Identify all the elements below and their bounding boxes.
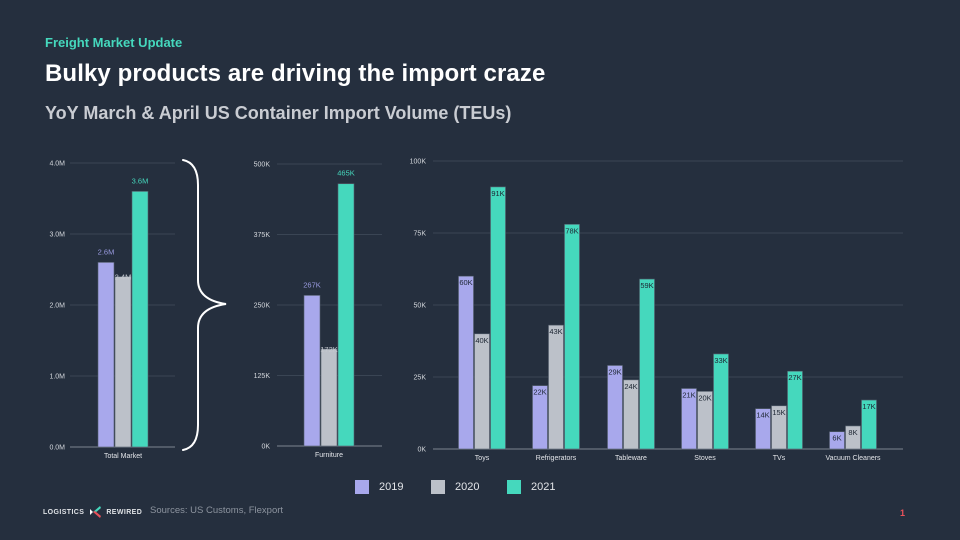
legend-item-2020: 2020 xyxy=(431,480,507,494)
bar-refrigerators-2019 xyxy=(532,385,548,450)
logo-mark-icon xyxy=(90,506,102,518)
sources-note: Sources: US Customs, Flexport xyxy=(150,505,284,516)
bar-furniture-2019 xyxy=(303,295,321,447)
x-category-label: Total Market xyxy=(104,453,142,460)
y-tick-label: 0.0M xyxy=(49,445,65,452)
y-tick-label: 250K xyxy=(254,303,271,310)
bar-value-label: 24K xyxy=(624,382,637,391)
x-category-label: Toys xyxy=(475,455,490,462)
bar-value-label: 20K xyxy=(698,393,711,402)
bar-vacuum-cleaners-2021 xyxy=(861,399,877,450)
bar-stoves-2019 xyxy=(681,388,697,450)
curly-brace-icon xyxy=(182,159,227,451)
bar-value-label: 15K xyxy=(772,408,785,417)
y-tick-label: 375K xyxy=(254,232,271,239)
y-tick-label: 125K xyxy=(254,373,271,380)
bar-toys-2020 xyxy=(474,333,490,450)
bar-value-label: 2.6M xyxy=(98,247,115,256)
y-tick-label: 50K xyxy=(414,303,427,310)
page-number: 1 xyxy=(900,508,906,518)
y-tick-label: 0K xyxy=(417,447,426,454)
bar-refrigerators-2020 xyxy=(548,324,564,450)
y-tick-label: 0K xyxy=(261,444,270,451)
legend-swatch-2021 xyxy=(507,480,521,494)
legend: 2019 2020 2021 xyxy=(355,480,583,494)
legend-item-2021: 2021 xyxy=(507,480,583,494)
legend-swatch-2020 xyxy=(431,480,445,494)
y-tick-label: 75K xyxy=(414,231,427,238)
product-categories-chart: 0K 25K 50K 75K 100K 60K 40K 91K Toys 22K 43K 78K Ref… xyxy=(410,159,903,462)
bar-stoves-2020 xyxy=(697,391,713,450)
bar-value-label: 2.4M xyxy=(115,273,132,282)
bar-value-label: 27K xyxy=(788,373,801,382)
legend-label: 2019 xyxy=(379,481,404,493)
bar-value-label: 22K xyxy=(533,388,546,397)
y-tick-label: 3.0M xyxy=(49,232,65,239)
bar-vacuum-cleaners-2019 xyxy=(829,431,845,450)
bar-toys-2019 xyxy=(458,275,474,450)
bar-value-label: 33K xyxy=(714,356,727,365)
bar-stoves-2021 xyxy=(713,353,729,450)
y-tick-label: 4.0M xyxy=(49,161,65,168)
logo-text-left: LOGISTICS xyxy=(43,508,85,516)
y-tick-label: 2.0M xyxy=(49,303,65,310)
y-tick-label: 100K xyxy=(410,159,427,166)
section-kicker: Freight Market Update xyxy=(45,35,183,50)
bar-total-market-2019 xyxy=(97,262,115,448)
logistics-rewired-logo: LOGISTICS REWIRED xyxy=(43,505,142,519)
bar-value-label: 172K xyxy=(320,345,338,354)
x-category-label: Furniture xyxy=(315,452,343,459)
x-category-label: Vacuum Cleaners xyxy=(825,455,881,462)
legend-swatch-2019 xyxy=(355,480,369,494)
bar-value-label: 59K xyxy=(640,281,653,290)
bar-refrigerators-2021 xyxy=(564,224,580,450)
bar-value-label: 43K xyxy=(549,327,562,336)
bar-value-label: 8K xyxy=(848,428,857,437)
bar-tableware-2020 xyxy=(623,379,639,450)
y-tick-label: 500K xyxy=(254,162,271,169)
bar-tvs-2020 xyxy=(771,405,787,450)
bar-total-market-2021 xyxy=(131,191,149,448)
bar-value-label: 17K xyxy=(862,402,875,411)
bar-value-label: 29K xyxy=(608,367,621,376)
bar-tableware-2021 xyxy=(639,278,655,450)
bar-value-label: 21K xyxy=(682,391,695,400)
bar-value-label: 6K xyxy=(832,434,841,443)
bar-value-label: 78K xyxy=(565,226,578,235)
bar-value-label: 14K xyxy=(756,411,769,420)
bar-furniture-2020 xyxy=(320,348,338,447)
x-category-label: Tableware xyxy=(615,455,647,462)
furniture-chart: 0K 125K 250K 375K 500K 267K 172K 465K Furniture xyxy=(254,162,382,459)
x-category-label: TVs xyxy=(773,455,786,462)
total-market-chart: 0.0M 1.0M 2.0M 3.0M 4.0M 2.6M 2.4M 3.6M Total Ma… xyxy=(49,161,175,460)
logo-text-right: REWIRED xyxy=(106,508,143,516)
bar-value-label: 3.6M xyxy=(132,176,149,185)
bar-value-label: 465K xyxy=(337,169,355,178)
bar-tvs-2021 xyxy=(787,370,803,450)
x-category-label: Refrigerators xyxy=(536,455,577,462)
bar-tvs-2019 xyxy=(755,408,771,450)
y-tick-label: 25K xyxy=(414,375,427,382)
bar-tableware-2019 xyxy=(607,365,623,450)
bar-value-label: 60K xyxy=(459,278,472,287)
legend-item-2019: 2019 xyxy=(355,480,431,494)
slide-subtitle: YoY March & April US Container Import Vo… xyxy=(45,103,512,123)
bar-value-label: 267K xyxy=(303,280,321,289)
legend-label: 2021 xyxy=(531,481,556,493)
bar-total-market-2020 xyxy=(114,276,132,448)
bar-toys-2021 xyxy=(490,186,506,450)
x-category-label: Stoves xyxy=(694,455,716,462)
slide-title: Bulky products are driving the import cr… xyxy=(45,60,546,87)
y-tick-label: 1.0M xyxy=(49,374,65,381)
bar-value-label: 91K xyxy=(491,189,504,198)
bar-vacuum-cleaners-2020 xyxy=(845,425,861,450)
bar-furniture-2021 xyxy=(337,183,355,447)
bar-value-label: 40K xyxy=(475,336,488,345)
legend-label: 2020 xyxy=(455,481,480,493)
